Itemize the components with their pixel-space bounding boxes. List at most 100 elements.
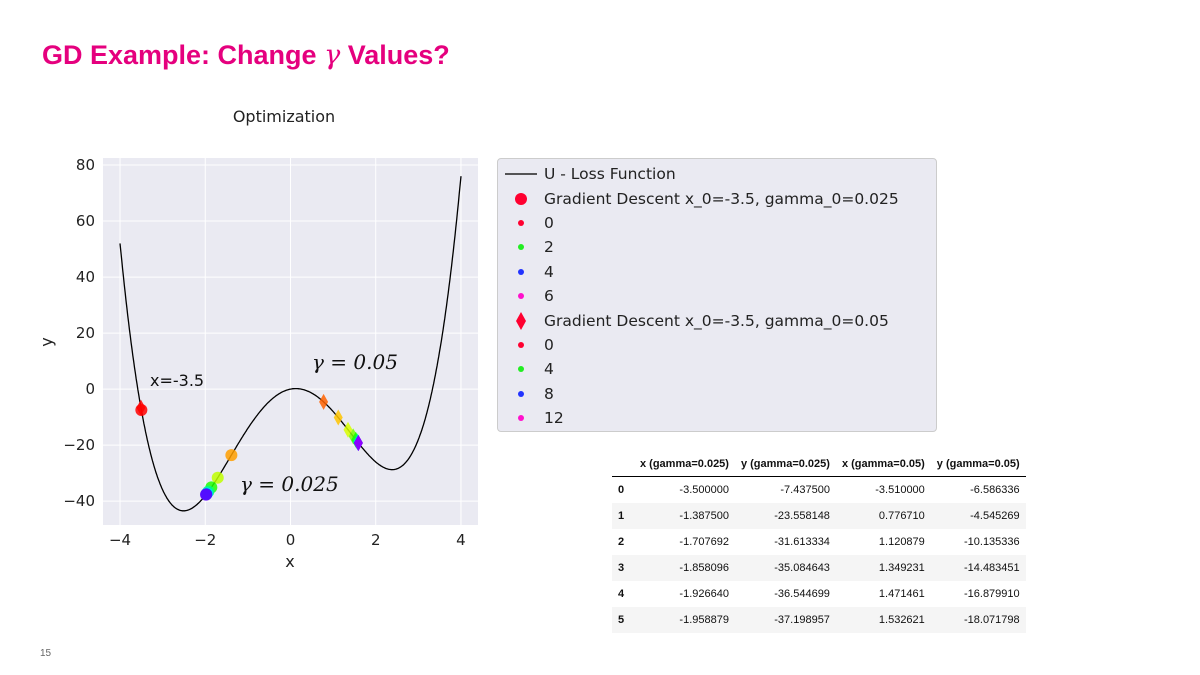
x-tick-label: −2 [194, 531, 216, 549]
column-header [612, 452, 634, 477]
row-index: 1 [612, 503, 634, 529]
legend-label: Gradient Descent x_0=-3.5, gamma_0=0.05 [544, 311, 889, 330]
row-index: 4 [618, 588, 625, 600]
column-header: x (gamma=0.05) [835, 452, 931, 477]
dot-marker-icon [498, 293, 544, 300]
legend-label: 12 [544, 409, 564, 428]
y-tick-label: 0 [85, 380, 95, 398]
legend-item: 2 [498, 235, 936, 259]
table-row: 4 -1.926640 -36.544699 1.471461 -16.879910 [612, 581, 1026, 607]
table-cell: -1.387500 [634, 503, 735, 529]
legend-label: Gradient Descent x_0=-3.5, gamma_0=0.025 [544, 189, 899, 208]
table-cell: 1.120879 [878, 536, 925, 548]
gd-point-gamma-0.05 [319, 393, 329, 410]
x-tick-label: 2 [371, 531, 381, 549]
table-cell: -1.926640 [679, 588, 729, 600]
dot-marker-icon [498, 244, 544, 251]
title-text-end: Values? [340, 40, 450, 70]
table-cell: 0.776710 [835, 503, 931, 529]
legend-label: 0 [544, 335, 554, 354]
annotation-gamma-005: γ = 0.05 [312, 350, 398, 374]
y-tick-label: 40 [76, 268, 95, 286]
table-cell: 1.532621 [835, 607, 931, 633]
table-row: 2 -1.707692 -31.613334 1.120879 -10.135336 [612, 529, 1026, 555]
legend-label: 4 [544, 360, 554, 379]
table-header-row: x (gamma=0.025) y (gamma=0.025) x (gamma=0… [612, 452, 1026, 477]
row-index: 5 [612, 607, 634, 633]
legend-item: 4 [498, 357, 936, 381]
gd-point-gamma-0.025 [200, 488, 213, 501]
table-cell: 1.349231 [835, 555, 931, 581]
table-cell: -3.510000 [875, 484, 925, 496]
line-marker-icon [498, 172, 544, 176]
table-cell: -37.198957 [734, 607, 836, 633]
page-number: 15 [40, 648, 52, 659]
chart-legend: U - Loss Function Gradient Descent x_0=-3… [497, 158, 937, 432]
table-cell: -1.858096 [634, 555, 735, 581]
x-tick-label: −4 [109, 531, 131, 549]
gd-point-gamma-0.05 [353, 435, 363, 452]
table-cell: -3.500000 [679, 484, 729, 496]
row-index: 0 [618, 484, 625, 496]
y-tick-label: 80 [76, 156, 95, 174]
dot-marker-icon [498, 415, 544, 422]
x-axis-label: x [285, 552, 294, 571]
legend-item: Gradient Descent x_0=-3.5, gamma_0=0.025 [498, 186, 936, 210]
table-cell: -4.545269 [930, 503, 1026, 529]
legend-item: 6 [498, 284, 936, 308]
gd-point-gamma-0.025 [225, 449, 238, 462]
legend-label: 2 [544, 238, 554, 257]
table-cell: -6.586336 [970, 484, 1020, 496]
row-index: 3 [612, 555, 634, 581]
row-index: 2 [618, 536, 625, 548]
legend-label: 4 [544, 262, 554, 281]
y-tick-label: −20 [63, 436, 95, 454]
y-tick-label: −40 [63, 492, 95, 510]
title-symbol: γ [324, 40, 341, 71]
table-cell: -16.879910 [963, 588, 1020, 600]
slide-title: GD Example: Change γ Values? [42, 40, 450, 71]
gd-point-gamma-0.05 [136, 399, 146, 416]
table-cell: -14.483451 [930, 555, 1026, 581]
y-axis-label: y [37, 337, 56, 346]
circle-marker-icon [498, 192, 544, 206]
y-tick-label: 60 [76, 212, 95, 230]
x-tick-label: 4 [456, 531, 466, 549]
table-cell: -7.437500 [780, 484, 830, 496]
table-row: 1 -1.387500 -23.558148 0.776710 -4.545269 [612, 503, 1026, 529]
dot-marker-icon [498, 268, 544, 275]
title-text: GD Example: Change [42, 40, 325, 70]
column-header: y (gamma=0.025) [734, 452, 836, 477]
column-header: y (gamma=0.05) [930, 452, 1026, 477]
table-cell: -31.613334 [774, 536, 830, 548]
legend-label: U - Loss Function [544, 165, 676, 184]
column-header: x (gamma=0.025) [634, 452, 735, 477]
legend-label: 8 [544, 384, 554, 403]
legend-item: 0 [498, 333, 936, 357]
table-cell: -18.071798 [930, 607, 1026, 633]
legend-item: 0 [498, 211, 936, 235]
table-row: 3 -1.858096 -35.084643 1.349231 -14.483451 [612, 555, 1026, 581]
legend-item: 8 [498, 382, 936, 406]
table-cell: -36.544699 [774, 588, 830, 600]
x-tick-label: 0 [286, 531, 296, 549]
legend-label: 6 [544, 287, 554, 306]
legend-item: 12 [498, 406, 936, 430]
y-tick-label: 20 [76, 324, 95, 342]
table-row: 5 -1.958879 -37.198957 1.532621 -18.071798 [612, 607, 1026, 633]
dot-marker-icon [498, 390, 544, 397]
table-cell: 1.471461 [878, 588, 925, 600]
annotation-gamma-0025: γ = 0.025 [240, 472, 339, 496]
diamond-marker-icon [498, 311, 544, 330]
table-row: 0 -3.500000 -7.437500 -3.510000 -6.586336 [612, 477, 1026, 504]
dot-marker-icon [498, 341, 544, 348]
table-cell: -23.558148 [734, 503, 836, 529]
table-cell: -1.707692 [679, 536, 729, 548]
table-cell: -35.084643 [734, 555, 836, 581]
gd-results-table: x (gamma=0.025) y (gamma=0.025) x (gamma=0… [612, 452, 1026, 633]
dot-marker-icon [498, 219, 544, 226]
legend-item: U - Loss Function [498, 162, 936, 186]
legend-item: 4 [498, 260, 936, 284]
table-cell: -1.958879 [634, 607, 735, 633]
